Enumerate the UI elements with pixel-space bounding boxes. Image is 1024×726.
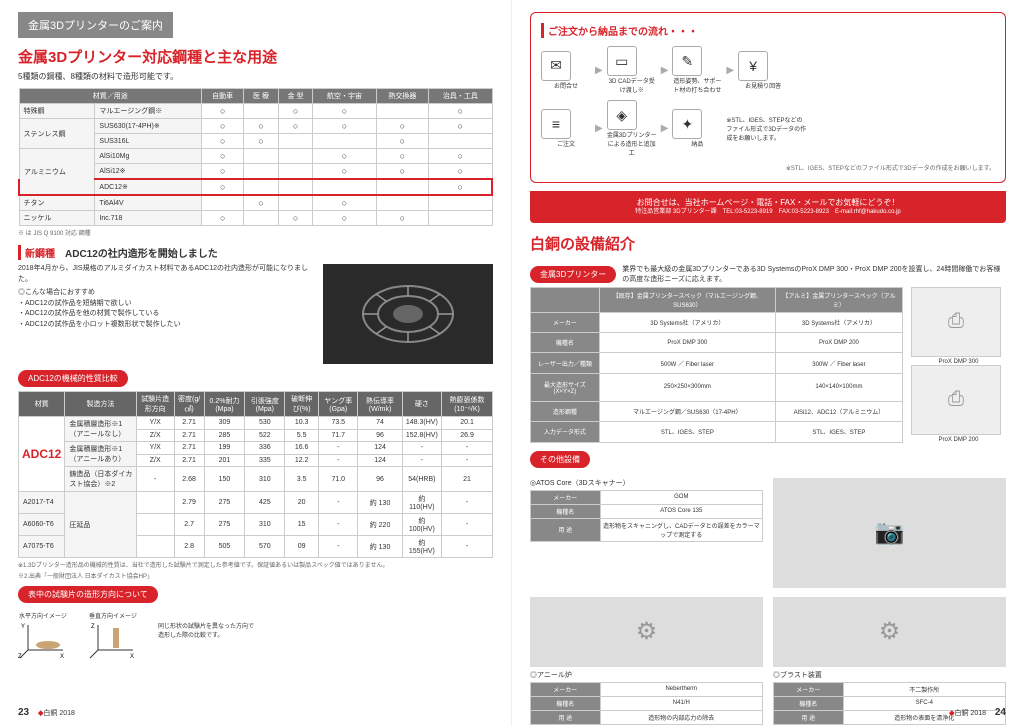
contact-bar: お問合せは、当社ホームページ・電話・FAX・メールでお気軽にどうぞ！ 特注品営業… [530,191,1006,223]
tab-printer: 金属3Dプリンター [530,266,616,283]
page-number: 23 [18,707,29,718]
equip-title: 白銅の設備紹介 [530,233,1006,254]
tab-label-2: 表中の試験片の造形方向について [18,586,158,603]
logo: ◆白銅 2018 [38,708,75,718]
tab-label: ADC12の機械的性質比較 [18,370,128,387]
properties-table: 材質製造方法試験片造形方向密度(g/㎤)0.2%耐力(Mpa)引張強度(Mpa)… [18,391,493,558]
logo: ◆白銅 2018 [949,708,986,718]
spec-table: 【既存】金属プリンタースペック（マルエージング鋼、SUS630）【アルミ】金属プ… [530,287,903,443]
banner: 金属3Dプリンターのご案内 [18,12,173,38]
section-header: 新鋼種 ADC12の社内造形を開始しました [18,245,493,260]
svg-text:Y: Y [21,624,25,630]
flow-title: ご注文から納品までの流れ・・・ [541,23,995,38]
page-title: 金属3Dプリンター対応鋼種と主な用途 [18,46,493,67]
svg-text:Z: Z [91,624,95,630]
tab-other: その他設備 [530,451,590,468]
svg-text:X: X [60,654,64,660]
page-number: 24 [995,707,1006,718]
material-table: 材質／用途自動車医 療金 型航空・宇宙熱交換器治具・工具特殊鋼マルエージング鋼※… [18,88,493,226]
flow-box: ご注文から納品までの流れ・・・ ✉お問合せ▶▭3D CADデータ受け渡し※▶✎造… [530,12,1006,183]
svg-text:X: X [130,654,134,660]
product-photo [323,264,493,364]
svg-text:Z: Z [18,654,22,660]
subtitle: 5種類の鋼種、8種類の材料で造形可能です。 [18,71,493,82]
axis-diagram: 水平方向イメージYXZ 垂直方向イメージZX 同じ形状の試験片を異なった方向で造… [18,611,493,662]
table-note: ※ は JIS Q 9100 対応 鋼種 [18,228,493,237]
